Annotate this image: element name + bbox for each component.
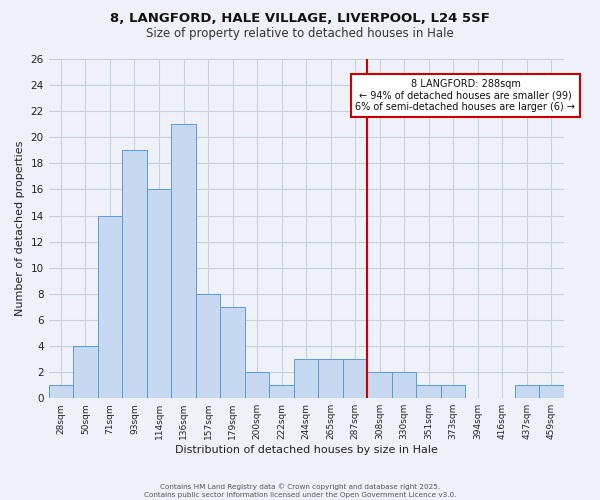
Bar [49, 385, 73, 398]
Bar [73, 346, 98, 398]
Text: Contains HM Land Registry data © Crown copyright and database right 2025.
Contai: Contains HM Land Registry data © Crown c… [144, 484, 456, 498]
Bar [245, 372, 269, 398]
Bar [392, 372, 416, 398]
Bar [367, 372, 392, 398]
Bar [343, 359, 367, 398]
Bar [122, 150, 147, 398]
Bar [196, 294, 220, 398]
Bar [515, 385, 539, 398]
Y-axis label: Number of detached properties: Number of detached properties [15, 141, 25, 316]
Bar [98, 216, 122, 398]
Bar [171, 124, 196, 398]
X-axis label: Distribution of detached houses by size in Hale: Distribution of detached houses by size … [175, 445, 437, 455]
Text: Size of property relative to detached houses in Hale: Size of property relative to detached ho… [146, 28, 454, 40]
Bar [147, 190, 171, 398]
Bar [416, 385, 441, 398]
Bar [294, 359, 319, 398]
Bar [220, 307, 245, 398]
Bar [441, 385, 466, 398]
Bar [319, 359, 343, 398]
Text: 8, LANGFORD, HALE VILLAGE, LIVERPOOL, L24 5SF: 8, LANGFORD, HALE VILLAGE, LIVERPOOL, L2… [110, 12, 490, 26]
Text: 8 LANGFORD: 288sqm
← 94% of detached houses are smaller (99)
6% of semi-detached: 8 LANGFORD: 288sqm ← 94% of detached hou… [355, 78, 575, 112]
Bar [269, 385, 294, 398]
Bar [539, 385, 563, 398]
